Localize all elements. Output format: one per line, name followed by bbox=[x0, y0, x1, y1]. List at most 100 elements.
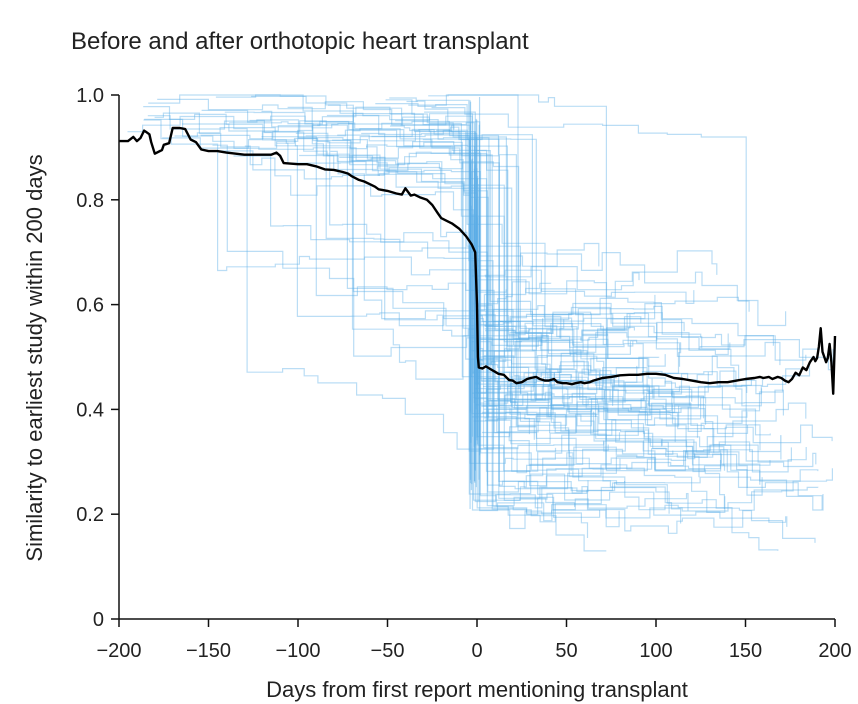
individual-trace bbox=[477, 279, 763, 395]
individual-trace bbox=[181, 120, 577, 381]
individual-trace bbox=[212, 144, 660, 379]
individual-trace bbox=[476, 294, 656, 337]
individual-trace bbox=[477, 372, 726, 471]
individual-trace bbox=[261, 110, 819, 407]
individual-trace bbox=[261, 136, 682, 524]
axes: −200 −150 −100 −50 0 50 100 150 200 0 0.2 0.4 0.6 0.8… bbox=[76, 85, 852, 662]
individual-trace bbox=[422, 139, 589, 538]
individual-trace bbox=[330, 150, 819, 482]
individual-trace bbox=[339, 156, 597, 422]
y-tick-label: 0.2 bbox=[76, 504, 104, 526]
individual-trace bbox=[475, 358, 707, 425]
individual-trace bbox=[477, 315, 642, 340]
individual-trace bbox=[429, 122, 666, 367]
individual-trace bbox=[148, 94, 788, 527]
x-tick-label: 200 bbox=[818, 640, 851, 662]
individual-trace bbox=[143, 119, 824, 511]
individual-trace bbox=[472, 275, 731, 350]
individual-trace bbox=[298, 137, 816, 543]
chart-title: Before and after orthotopic heart transp… bbox=[71, 28, 529, 55]
individual-trace bbox=[485, 378, 653, 445]
individual-trace bbox=[244, 145, 626, 501]
individual-trace bbox=[144, 118, 700, 478]
individual-trace bbox=[473, 242, 600, 267]
individual-trace bbox=[475, 394, 763, 496]
individual-trace bbox=[395, 113, 620, 530]
individual-trace bbox=[154, 112, 811, 432]
individual-trace bbox=[371, 134, 705, 419]
individual-trace bbox=[472, 321, 685, 402]
individual-trace bbox=[348, 123, 749, 436]
individual-trace bbox=[375, 103, 752, 427]
y-tick-label: 1.0 bbox=[76, 85, 104, 107]
individual-trace bbox=[481, 405, 595, 434]
individual-trace bbox=[317, 120, 638, 410]
individual-trace bbox=[328, 104, 771, 474]
x-tick-label: 0 bbox=[471, 640, 482, 662]
y-tick-label: 0.4 bbox=[76, 399, 104, 421]
individual-trace bbox=[408, 94, 823, 510]
individual-trace bbox=[143, 106, 621, 471]
individual-trace bbox=[474, 372, 676, 443]
individual-trace bbox=[478, 359, 771, 436]
individual-trace bbox=[484, 417, 530, 435]
individual-trace bbox=[472, 252, 787, 327]
individual-trace bbox=[477, 309, 515, 345]
individual-trace bbox=[337, 130, 807, 490]
individual-trace bbox=[200, 120, 578, 433]
individual-trace bbox=[332, 139, 819, 511]
mean-line bbox=[119, 126, 837, 395]
individual-trace bbox=[471, 341, 573, 381]
individual-trace bbox=[484, 319, 565, 340]
individual-trace bbox=[474, 282, 552, 311]
x-tick-label: −200 bbox=[96, 640, 141, 662]
individual-trace bbox=[472, 341, 781, 383]
individual-trace bbox=[483, 374, 707, 420]
x-axis-title: Days from first report mentioning transp… bbox=[266, 677, 688, 702]
individual-trace bbox=[418, 126, 761, 451]
individual-trace bbox=[477, 289, 507, 293]
individual-trace bbox=[127, 115, 709, 450]
individual-trace bbox=[287, 106, 644, 395]
individual-trace bbox=[484, 305, 573, 328]
y-axis-title: Similarity to earliest study within 200 … bbox=[22, 154, 47, 561]
x-tick-label: −50 bbox=[371, 640, 405, 662]
individual-trace bbox=[215, 94, 784, 416]
individual-trace bbox=[481, 412, 609, 452]
individual-trace bbox=[471, 388, 748, 418]
individual-trace bbox=[147, 112, 689, 511]
individual-trace bbox=[276, 142, 557, 472]
individual-trace bbox=[249, 119, 726, 513]
individual-trace bbox=[295, 128, 807, 473]
individual-trace bbox=[475, 314, 544, 340]
mean-similarity-line bbox=[119, 126, 837, 395]
x-tick-label: −100 bbox=[275, 640, 320, 662]
individual-trace bbox=[482, 333, 609, 373]
individual-trace bbox=[483, 408, 748, 488]
x-tick-label: 50 bbox=[555, 640, 577, 662]
individual-trace bbox=[406, 99, 670, 523]
individual-trace bbox=[479, 339, 547, 358]
individual-trace bbox=[477, 314, 631, 346]
individual-trace bbox=[473, 382, 722, 470]
x-tick-label: 150 bbox=[729, 640, 762, 662]
individual-trace bbox=[428, 94, 572, 471]
individual-trace bbox=[436, 129, 699, 438]
individual-trace bbox=[361, 132, 834, 371]
individual-trace bbox=[482, 369, 551, 407]
individual-trace bbox=[366, 146, 607, 552]
individual-trace bbox=[481, 379, 674, 455]
individual-trace bbox=[305, 129, 725, 510]
individual-trace bbox=[479, 356, 507, 365]
individual-patient-lines bbox=[127, 94, 834, 552]
individual-trace bbox=[475, 391, 725, 466]
individual-trace bbox=[473, 323, 635, 352]
individual-trace bbox=[484, 380, 614, 406]
individual-trace bbox=[385, 99, 729, 356]
individual-trace bbox=[471, 350, 833, 446]
individual-trace bbox=[224, 106, 807, 361]
individual-trace bbox=[473, 418, 535, 440]
individual-trace bbox=[162, 131, 576, 516]
individual-trace bbox=[473, 387, 715, 453]
